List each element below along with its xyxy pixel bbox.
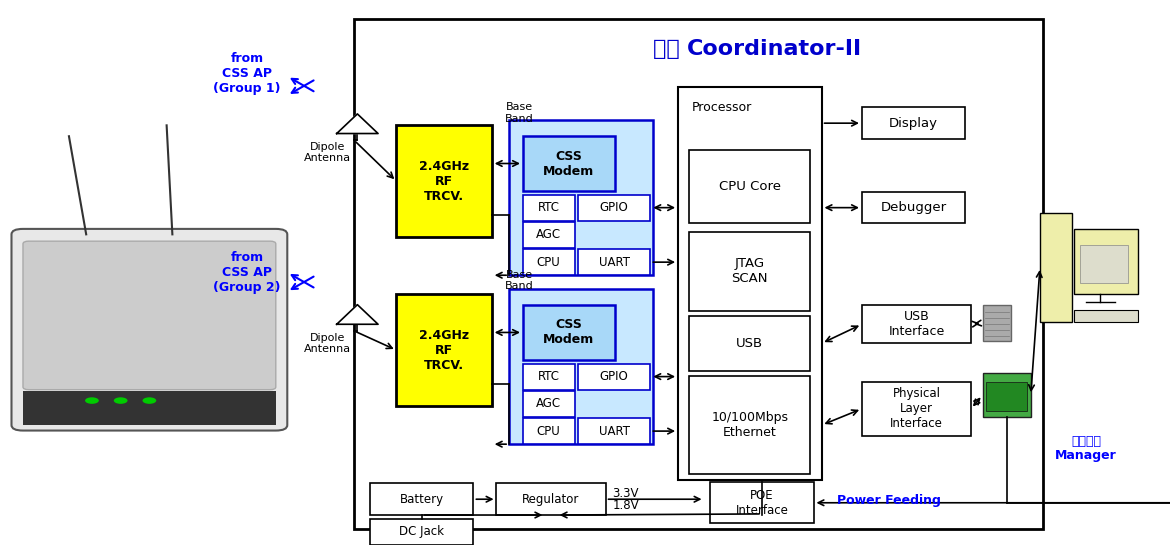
Text: 10/100Mbps
Ethernet: 10/100Mbps Ethernet [711, 411, 789, 439]
Text: Battery: Battery [400, 493, 443, 506]
Bar [496, 483, 606, 515]
Text: Power Feeding: Power Feeding [837, 494, 941, 507]
Bar [983, 305, 1011, 341]
Text: Base
Band: Base Band [505, 102, 534, 124]
Text: GPIO: GPIO [600, 370, 628, 383]
Text: DC Jack: DC Jack [399, 525, 445, 538]
Text: UART: UART [599, 256, 629, 269]
Bar [1080, 245, 1128, 283]
Bar [523, 391, 574, 417]
Text: CPU: CPU [537, 425, 560, 438]
Bar [397, 125, 491, 237]
Text: CSS
Modem: CSS Modem [543, 149, 594, 178]
Text: Display: Display [889, 117, 938, 130]
Text: JTAG
SCAN: JTAG SCAN [731, 257, 768, 285]
Bar [1074, 310, 1137, 322]
Bar [862, 107, 965, 139]
Text: AGC: AGC [536, 397, 562, 410]
Text: RTC: RTC [538, 201, 559, 214]
Bar [710, 482, 813, 523]
Text: Dipole
Antenna: Dipole Antenna [304, 142, 351, 164]
Bar [23, 391, 276, 425]
Text: POE
Interface: POE Interface [736, 489, 789, 517]
Text: CPU: CPU [537, 256, 560, 269]
Text: 2.4GHz
RF
TRCV.: 2.4GHz RF TRCV. [419, 329, 469, 372]
Polygon shape [337, 114, 378, 134]
Bar [523, 364, 574, 390]
Bar [986, 382, 1027, 411]
Text: 2.4GHz
RF
TRCV.: 2.4GHz RF TRCV. [419, 160, 469, 203]
Bar [509, 289, 653, 444]
FancyBboxPatch shape [12, 229, 288, 431]
Bar [370, 519, 474, 545]
Text: Regulator: Regulator [522, 493, 579, 506]
Text: USB
Interface: USB Interface [888, 310, 944, 338]
Polygon shape [337, 305, 378, 324]
Bar [983, 373, 1031, 417]
Text: 위치관리: 위치관리 [1071, 435, 1101, 448]
Bar [523, 222, 574, 248]
Text: from
CSS AP
(Group 1): from CSS AP (Group 1) [213, 52, 281, 95]
Bar [578, 249, 651, 275]
Bar [862, 382, 971, 436]
Text: Coordinator-II: Coordinator-II [687, 39, 862, 59]
Bar [355, 19, 1044, 529]
Text: UART: UART [599, 425, 629, 438]
Circle shape [113, 397, 128, 404]
Bar [370, 483, 474, 515]
Text: Base
Band: Base Band [505, 270, 534, 292]
Bar [1040, 213, 1072, 322]
Bar [397, 294, 491, 406]
Text: USB: USB [736, 337, 763, 350]
Text: 3.3V: 3.3V [612, 487, 639, 500]
Text: Physical
Layer
Interface: Physical Layer Interface [890, 387, 943, 430]
Text: 1.8V: 1.8V [612, 499, 639, 512]
Bar [689, 150, 810, 223]
Bar [523, 305, 614, 360]
Bar [578, 364, 651, 390]
Bar [523, 418, 574, 444]
Text: 무선: 무선 [653, 39, 687, 59]
Bar [509, 120, 653, 275]
FancyBboxPatch shape [23, 241, 276, 390]
Circle shape [85, 397, 98, 404]
Text: AGC: AGC [536, 228, 562, 241]
Bar [578, 195, 651, 221]
Text: GPIO: GPIO [600, 201, 628, 214]
Bar [689, 232, 810, 311]
Bar [677, 87, 821, 480]
Bar [862, 192, 965, 223]
Text: Processor: Processor [691, 101, 752, 114]
Bar [578, 418, 651, 444]
Text: CPU Core: CPU Core [718, 180, 780, 193]
Bar [689, 376, 810, 474]
Bar [523, 136, 614, 191]
Text: RTC: RTC [538, 370, 559, 383]
Circle shape [143, 397, 157, 404]
Bar [689, 316, 810, 371]
Text: Debugger: Debugger [881, 201, 947, 214]
FancyBboxPatch shape [1074, 229, 1137, 294]
Bar [523, 249, 574, 275]
Bar [523, 195, 574, 221]
Bar [862, 305, 971, 343]
Text: from
CSS AP
(Group 2): from CSS AP (Group 2) [213, 251, 281, 294]
Text: CSS
Modem: CSS Modem [543, 318, 594, 347]
Text: Manager: Manager [1055, 449, 1117, 462]
Text: Dipole
Antenna: Dipole Antenna [304, 332, 351, 354]
